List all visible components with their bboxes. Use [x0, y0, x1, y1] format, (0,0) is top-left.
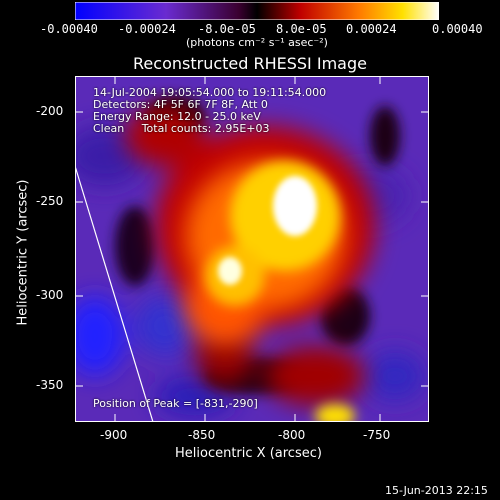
x-tick-label: -750	[363, 428, 391, 442]
colorbar-tick-label: 0.00040	[432, 22, 483, 36]
colorbar-tick-label: -0.00024	[118, 22, 176, 36]
colorbar-tick-label: 0.00024	[346, 22, 397, 36]
solar-limb-line	[75, 165, 154, 422]
x-tick-label: -800	[278, 428, 306, 442]
info-detectors: Detectors: 4F 5F 6F 7F 8F, Att 0	[93, 98, 268, 111]
x-tick-label: -900	[100, 428, 128, 442]
axis-ticks	[75, 76, 429, 422]
info-energy-range: Energy Range: 12.0 - 25.0 keV	[93, 110, 261, 123]
x-tick-label: -850	[188, 428, 216, 442]
y-tick-label: -250	[36, 194, 64, 208]
y-tick-label: -350	[36, 378, 64, 392]
colorbar-unit-label: (photons cm⁻² s⁻¹ asec⁻²)	[186, 36, 328, 49]
footer-date: 15-Jun-2013 22:15	[385, 484, 488, 497]
y-tick-label: -200	[36, 104, 64, 118]
info-time-range: 14-Jul-2004 19:05:54.000 to 19:11:54.000	[93, 86, 327, 99]
colorbar-tick-label: -8.0e-05	[198, 22, 256, 36]
plot-title: Reconstructed RHESSI Image	[133, 54, 367, 73]
y-axis-label: Heliocentric Y (arcsec)	[15, 179, 31, 326]
info-peak-position: Position of Peak = [-831,-290]	[93, 397, 258, 410]
y-tick-label: -300	[36, 288, 64, 302]
colorbar	[75, 2, 439, 20]
x-axis-label: Heliocentric X (arcsec)	[175, 446, 322, 461]
colorbar-tick-label: 8.0e-05	[276, 22, 327, 36]
info-clean-counts: Clean Total counts: 2.95E+03	[93, 122, 270, 135]
plot-frame	[75, 76, 429, 422]
peak-emission-region	[218, 176, 317, 285]
rhessi-image	[75, 76, 429, 422]
colorbar-tick-label: -0.00040	[40, 22, 98, 36]
